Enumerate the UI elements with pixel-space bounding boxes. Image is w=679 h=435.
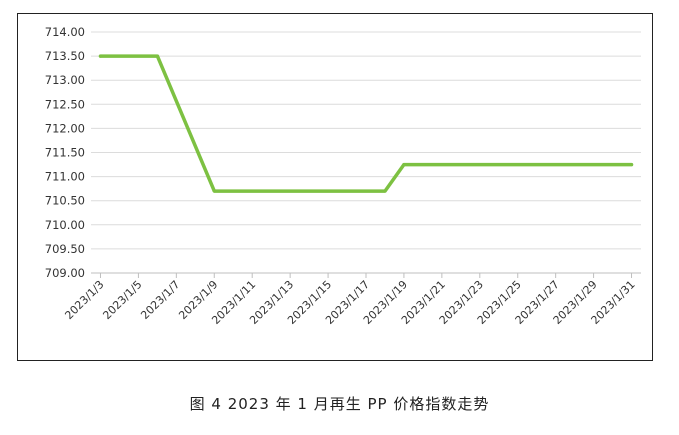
data-point <box>629 162 634 167</box>
y-tick-label: 713.50 <box>45 49 85 63</box>
y-tick-label: 711.50 <box>45 146 85 160</box>
x-tick-label: 2023/1/3 <box>62 278 106 322</box>
x-tick-label: 2023/1/7 <box>138 278 182 322</box>
data-point <box>98 54 103 58</box>
data-point <box>212 189 216 193</box>
y-tick-label: 712.50 <box>45 97 85 111</box>
x-tick-label: 2023/1/5 <box>100 278 144 322</box>
series-line <box>98 54 634 193</box>
y-tick-label: 711.00 <box>45 170 85 184</box>
y-tick-label: 713.00 <box>45 73 85 87</box>
chart-frame: 709.00 709.50 710.00 710.50 711.00 711.50 712.… <box>17 13 653 361</box>
figure-caption: 图 4 2023 年 1 月再生 PP 价格指数走势 <box>189 395 490 413</box>
y-tick-label: 710.00 <box>45 218 85 232</box>
data-point <box>383 189 387 193</box>
y-tick-label: 709.50 <box>45 242 85 256</box>
y-tick-label: 710.50 <box>45 194 85 208</box>
data-point <box>402 162 406 167</box>
data-point <box>155 54 159 58</box>
line-chart: 709.00 709.50 710.00 710.50 711.00 711.50 712.… <box>45 25 641 327</box>
y-tick-label: 712.00 <box>45 121 85 135</box>
y-tick-label: 714.00 <box>45 25 85 39</box>
y-tick-label: 709.00 <box>45 266 85 280</box>
